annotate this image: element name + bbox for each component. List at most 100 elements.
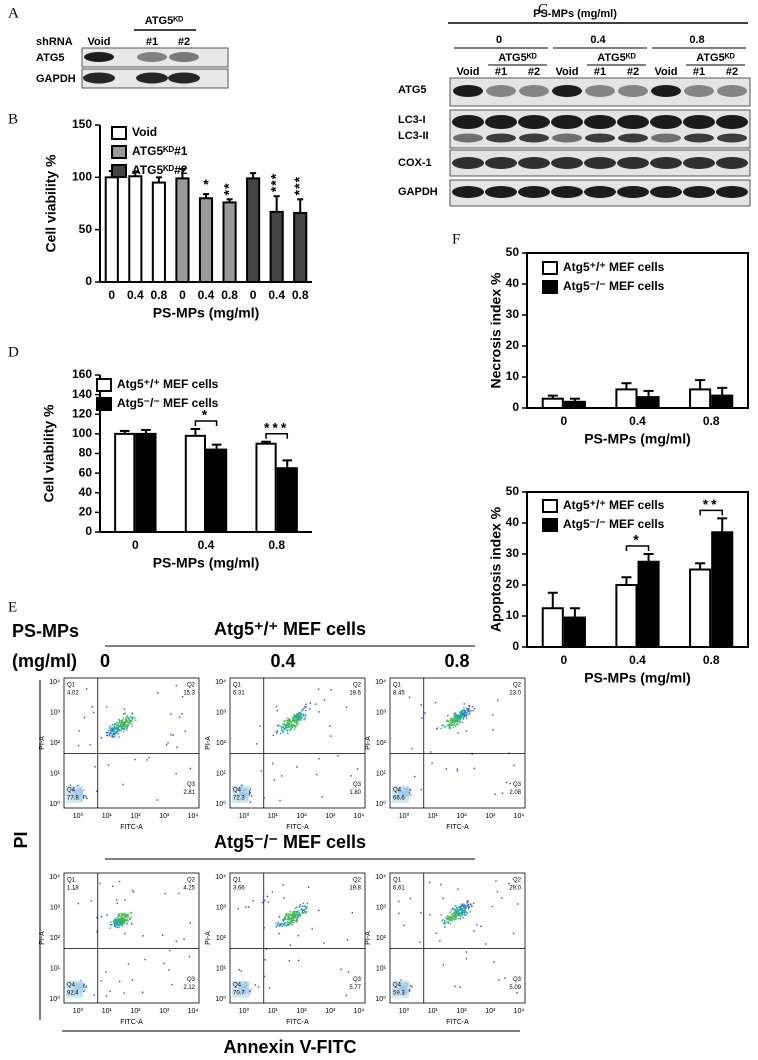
flow-dot (458, 908, 460, 911)
axis-label: PI-A (205, 736, 212, 750)
y-tick-label: 20 (506, 577, 520, 591)
flow-dot (453, 712, 455, 715)
flow-dot (297, 715, 300, 718)
dose-label: 0.8 (444, 651, 469, 671)
flow-dot (420, 788, 422, 791)
y-tick-label: 10³ (216, 904, 227, 911)
flow-dot (189, 767, 192, 770)
x-tick-label: 0.8 (292, 288, 309, 302)
blot-band (518, 115, 550, 129)
flow-dot (111, 727, 113, 729)
flow-dot (468, 708, 470, 710)
blot-strip (449, 77, 751, 107)
flow-dot (292, 911, 295, 914)
flow-dot (252, 900, 254, 902)
flow-dot (452, 914, 454, 916)
flow-dot (296, 718, 299, 720)
flow-dot (323, 699, 326, 701)
flow-dot (466, 912, 469, 914)
quadrant-box (66, 980, 83, 998)
flow-dot (282, 723, 284, 726)
blot-band (650, 115, 682, 129)
blot-band (485, 186, 517, 198)
flow-dot (295, 911, 298, 913)
flow-dot (124, 920, 127, 922)
flow-dot (294, 907, 297, 910)
y-tick-label: 0 (512, 639, 519, 653)
flow-dot (248, 792, 251, 795)
panel-label: F (452, 231, 460, 247)
flow-dot (113, 734, 115, 736)
flow-dot (171, 983, 173, 986)
y-tick-label: 10¹ (376, 965, 387, 972)
flow-dot (83, 987, 85, 989)
y-axis-label: Cell viability % (41, 404, 57, 503)
bar (637, 560, 660, 648)
x-tick-label: 0.4 (198, 538, 215, 552)
flow-dot (448, 725, 451, 728)
x-tick-label: 10⁰ (73, 1007, 84, 1015)
flow-dot (115, 924, 118, 926)
flow-dot (119, 923, 121, 925)
flow-dot (295, 914, 297, 917)
flow-dot (255, 743, 258, 745)
flow-dot (309, 702, 312, 704)
flow-dot (178, 892, 180, 895)
blot-band (584, 157, 616, 169)
flow-dot (450, 720, 452, 723)
flow-dot (260, 770, 263, 772)
dose-label: 0.4 (270, 651, 295, 671)
flow-dot (444, 919, 446, 922)
flow-dot (277, 921, 280, 924)
quadrant-name: Q2 (187, 683, 196, 689)
flow-dot (110, 732, 112, 734)
flow-dot (286, 717, 289, 720)
blot-band (617, 157, 649, 169)
blot-band (584, 115, 616, 129)
flow-dot (461, 912, 464, 914)
flow-dot (126, 715, 129, 717)
quadrant-value: 19.8 (349, 886, 361, 892)
flow-dot (122, 914, 124, 916)
flow-dot (275, 730, 278, 733)
flow-dot (291, 717, 294, 719)
flow-dot (118, 880, 121, 883)
flow-dot (287, 919, 290, 921)
x-tick-label: 0 (132, 538, 139, 552)
flow-dot (451, 719, 454, 721)
legend-swatch (96, 397, 112, 411)
y-tick-label: 10² (376, 740, 387, 747)
flow-dot (448, 916, 450, 919)
flow-dot (263, 927, 265, 929)
quadrant-name: Q4 (233, 982, 242, 988)
flow-dot (86, 688, 88, 690)
y-tick-label: 100 (72, 170, 92, 184)
flow-dot (450, 918, 453, 921)
flow-dot (442, 919, 444, 921)
flow-dot (451, 920, 453, 922)
y-tick-label: 10⁴ (375, 874, 386, 881)
flow-dot (129, 917, 131, 920)
flow-dot (296, 911, 299, 913)
flow-dot (123, 918, 125, 920)
blot-band (486, 85, 516, 97)
y-tick-label: 10³ (376, 709, 387, 716)
flow-dot (459, 986, 461, 988)
flow-dot (288, 918, 291, 921)
flow-dot (294, 920, 296, 922)
flow-dot (121, 718, 124, 721)
flow-dot (300, 914, 302, 917)
y-tick-label: 0 (512, 400, 519, 414)
flow-dot (125, 719, 128, 721)
flow-dot (126, 716, 128, 718)
quadrant-name: Q3 (187, 782, 196, 788)
x-tick-label: 10⁴ (188, 1008, 199, 1015)
flow-dot (290, 728, 292, 731)
x-tick-label: 10¹ (268, 813, 279, 820)
flow-dot (123, 722, 125, 725)
flow-dot (112, 736, 114, 738)
flow-dot (282, 884, 284, 886)
flow-dot (465, 958, 468, 960)
axis-label: FITC-A (120, 1019, 143, 1026)
flow-dot (456, 720, 458, 723)
